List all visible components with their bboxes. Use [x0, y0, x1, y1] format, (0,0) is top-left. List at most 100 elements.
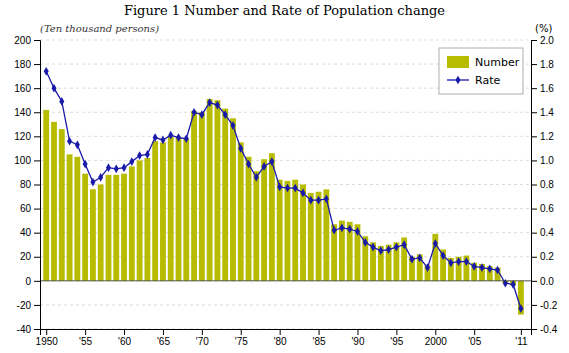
- background: [0, 0, 569, 353]
- tick-label: 60: [20, 203, 32, 214]
- tick-label: 180: [14, 59, 31, 70]
- legend: NumberRate: [439, 48, 523, 94]
- tick-mark: [163, 329, 164, 335]
- marker: [207, 98, 212, 107]
- bar: [269, 153, 275, 281]
- bar: [246, 157, 252, 281]
- tick-mark: [46, 329, 47, 335]
- tick-label: 0.4: [540, 227, 554, 238]
- legend-swatch: [447, 56, 469, 68]
- marker: [355, 227, 360, 236]
- bar: [292, 180, 298, 281]
- marker: [223, 110, 228, 119]
- y-tick: 60: [20, 203, 40, 214]
- marker: [417, 254, 422, 263]
- bar: [456, 257, 462, 281]
- bar: [113, 175, 119, 281]
- marker: [184, 134, 189, 143]
- tick-label: 2000: [425, 336, 448, 347]
- marker: [402, 240, 407, 249]
- marker: [67, 137, 72, 146]
- marker: [464, 257, 469, 266]
- y2-tick: 1.2: [531, 131, 554, 142]
- tick-mark: [531, 136, 537, 137]
- tick-label: -0.4: [540, 324, 558, 335]
- x-tick: '11: [515, 329, 528, 347]
- y-tick: 120: [14, 131, 40, 142]
- bar: [191, 111, 197, 281]
- y2-tick: 0.4: [531, 227, 554, 238]
- bar: [199, 112, 205, 281]
- bar: [285, 181, 291, 281]
- tick-mark: [435, 329, 436, 335]
- tick-label: 1.6: [540, 83, 554, 94]
- bar: [479, 264, 485, 281]
- tick-mark: [531, 281, 537, 282]
- marker: [215, 101, 220, 110]
- bar: [214, 100, 220, 281]
- bar: [67, 154, 73, 280]
- tick-mark: [531, 233, 537, 234]
- marker: [160, 136, 165, 145]
- marker: [409, 255, 414, 264]
- marker: [75, 140, 80, 149]
- x-tick: 2000: [425, 329, 448, 347]
- bar: [152, 141, 158, 281]
- bar: [308, 193, 314, 281]
- y2-tick: 0.6: [531, 203, 554, 214]
- tick-mark: [531, 329, 537, 330]
- marker: [83, 160, 88, 169]
- marker: [479, 263, 484, 272]
- bar: [98, 185, 104, 281]
- marker: [324, 195, 329, 204]
- bar: [59, 129, 65, 281]
- marker: [230, 121, 235, 130]
- bar: [316, 192, 322, 281]
- tick-mark: [531, 64, 537, 65]
- y-tick: -20: [17, 300, 40, 311]
- marker: [277, 183, 282, 192]
- tick-label: 0.0: [540, 276, 554, 287]
- x-tick: '85: [313, 329, 326, 347]
- y-tick: 80: [20, 179, 40, 190]
- tick-label: 20: [20, 251, 32, 262]
- marker: [394, 243, 399, 252]
- bar: [74, 157, 80, 281]
- tick-mark: [34, 281, 40, 282]
- tick-label: '70: [196, 336, 209, 347]
- legend-label: Number: [475, 56, 520, 69]
- y-tick: 0: [25, 276, 40, 287]
- tick-mark: [202, 329, 203, 335]
- y-tick: 180: [14, 59, 40, 70]
- tick-mark: [85, 329, 86, 335]
- tick-label: 40: [20, 227, 32, 238]
- y2-tick: 0.2: [531, 251, 554, 262]
- tick-label: -40: [17, 324, 32, 335]
- marker: [503, 279, 508, 288]
- tick-mark: [531, 160, 537, 161]
- y-axis: -40-20020406080100120140160180200: [14, 35, 40, 335]
- marker: [300, 189, 305, 198]
- y2-tick: -0.2: [531, 300, 558, 311]
- x-axis-line: [41, 330, 532, 336]
- bar: [417, 254, 423, 280]
- tick-mark: [34, 64, 40, 65]
- tick-label: 0.6: [540, 203, 554, 214]
- marker: [425, 263, 430, 272]
- bar: [362, 236, 368, 281]
- y-tick: 20: [20, 251, 40, 262]
- tick-mark: [319, 329, 320, 335]
- y2-tick: 2.0: [531, 35, 554, 46]
- marker: [495, 266, 500, 275]
- bar: [144, 158, 150, 281]
- y2-tick: 0.8: [531, 179, 554, 190]
- bar: [331, 224, 337, 281]
- tick-mark: [531, 185, 537, 186]
- y2-tick: 1.0: [531, 155, 554, 166]
- x-tick: '55: [79, 329, 92, 347]
- marker: [378, 246, 383, 255]
- marker: [511, 280, 516, 289]
- bar: [518, 281, 524, 315]
- y2-tick: 1.4: [531, 107, 554, 118]
- tick-label: 0: [25, 276, 31, 287]
